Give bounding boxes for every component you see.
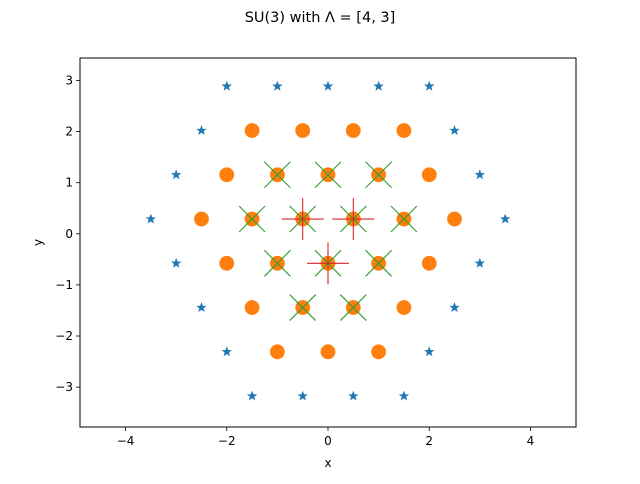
y-tick-label: 2 — [65, 125, 73, 139]
point-circle — [269, 344, 285, 360]
point-x — [365, 249, 393, 277]
point-star — [145, 213, 157, 224]
x-axis: −4 −2 0 2 4 — [117, 427, 535, 448]
point-circle — [371, 344, 387, 360]
point-circle — [345, 123, 361, 138]
y-axis-label: y — [31, 239, 45, 246]
point-star — [170, 257, 182, 268]
point-star — [449, 125, 460, 135]
series-circle — [194, 123, 462, 360]
point-star — [322, 80, 334, 91]
point-star — [196, 302, 207, 312]
y-axis: −3 −2 −1 0 1 2 3 — [55, 73, 80, 394]
point-star — [196, 125, 207, 135]
point-star — [474, 257, 486, 268]
y-tick-label: −3 — [55, 380, 73, 394]
point-circle — [194, 211, 209, 227]
point-star — [348, 390, 359, 401]
x-tick-label: −2 — [218, 434, 236, 448]
point-x — [365, 161, 393, 189]
point-circle — [219, 255, 235, 271]
point-circle — [295, 123, 311, 138]
point-star — [221, 80, 232, 91]
y-tick-label: 1 — [65, 176, 73, 190]
x-tick-label: 4 — [527, 434, 535, 448]
x-axis-label: x — [324, 456, 331, 470]
point-star — [170, 169, 182, 180]
point-circle — [244, 300, 260, 315]
point-circle — [219, 167, 235, 183]
point-circle — [396, 123, 412, 138]
series-plus — [281, 198, 375, 285]
x-tick-label: 0 — [324, 434, 332, 448]
point-x — [339, 294, 367, 321]
point-star — [246, 390, 258, 401]
y-tick-label: 3 — [65, 73, 73, 87]
point-circle — [320, 344, 336, 360]
point-star — [474, 169, 486, 180]
point-plus — [307, 242, 349, 285]
point-star — [424, 346, 435, 357]
point-circle — [396, 300, 412, 315]
x-tick-label: 2 — [425, 434, 433, 448]
point-star — [499, 213, 511, 224]
point-star — [373, 80, 384, 91]
series-x — [238, 161, 418, 321]
point-star — [297, 390, 308, 401]
point-star — [449, 302, 460, 312]
point-plus — [281, 198, 324, 241]
point-circle — [421, 167, 437, 183]
point-star — [398, 390, 410, 401]
point-x — [289, 294, 317, 321]
point-x — [263, 161, 291, 189]
point-x — [238, 205, 266, 233]
point-circle — [244, 123, 260, 138]
y-tick-label: −1 — [55, 278, 73, 292]
point-x — [263, 249, 291, 277]
point-x — [390, 205, 418, 233]
point-star — [424, 80, 435, 91]
x-tick-label: −4 — [117, 434, 135, 448]
y-tick-label: −2 — [55, 329, 73, 343]
point-circle — [421, 255, 437, 271]
point-star — [221, 346, 232, 357]
plot-area — [145, 80, 511, 401]
series-star — [145, 80, 511, 401]
y-tick-label: 0 — [65, 227, 73, 241]
point-x — [314, 161, 342, 189]
point-star — [272, 80, 283, 91]
chart-title: SU(3) with Λ = [4, 3] — [245, 10, 396, 26]
point-plus — [332, 198, 375, 241]
point-circle — [447, 211, 462, 227]
